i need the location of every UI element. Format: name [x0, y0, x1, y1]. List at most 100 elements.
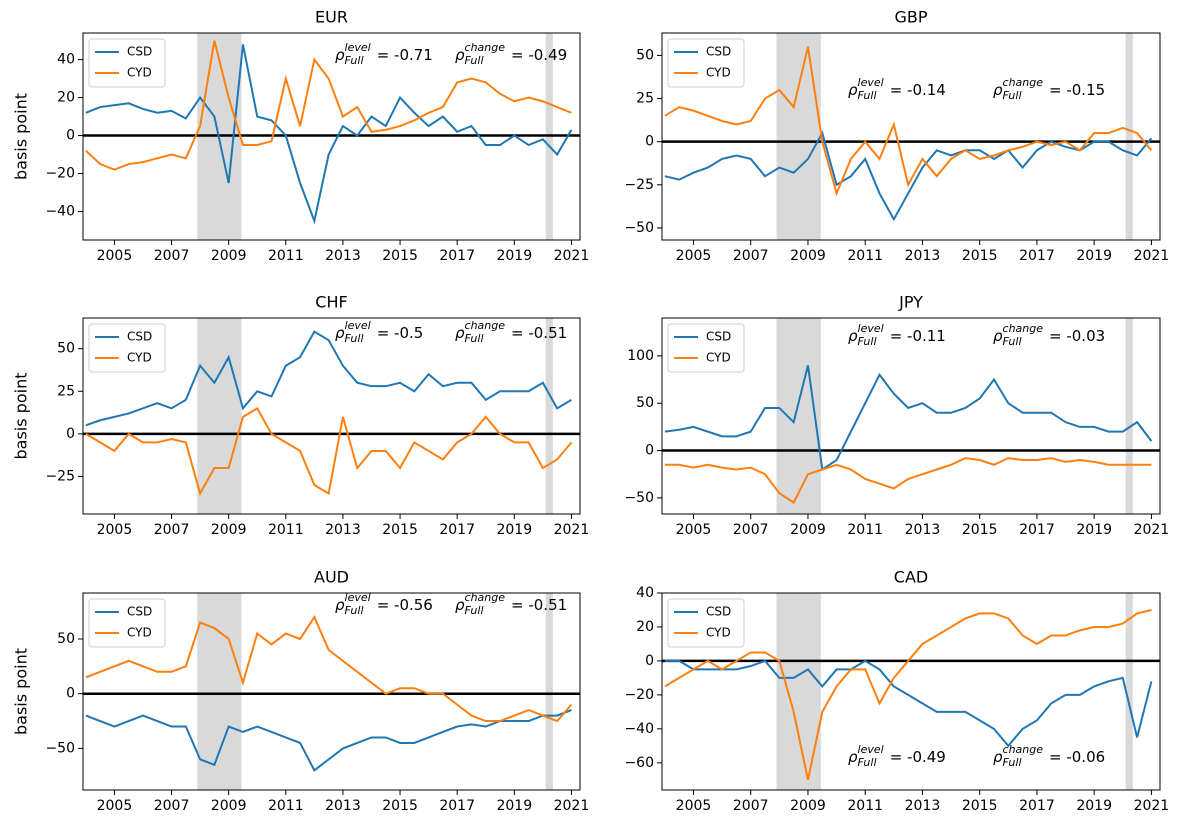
- x-tick-label: 2017: [1019, 248, 1055, 264]
- legend-label: CYD: [127, 626, 152, 640]
- axes-frame: [661, 32, 1161, 241]
- y-tick-label: 0: [645, 653, 654, 669]
- x-tick-label: 2013: [905, 522, 941, 538]
- y-tick-label: 0: [66, 426, 75, 442]
- shaded-period: [1125, 33, 1133, 240]
- subplot: 2005 2007 2009 2011 2013 2015 2017 2019 2021 −50 0…: [12, 568, 590, 815]
- subplot-title: AUD: [314, 568, 349, 587]
- value-text: = -0.51: [511, 596, 567, 614]
- y-tick-label: 50: [57, 631, 75, 647]
- correlation-annotation: ρFullchange = -0.51: [455, 319, 567, 345]
- legend-label: CSD: [706, 605, 731, 619]
- x-tick-label: 2005: [97, 522, 133, 538]
- correlation-annotation: ρFullchange = -0.03: [993, 322, 1105, 348]
- subplot-title: JPY: [898, 293, 923, 312]
- y-tick-label: 50: [636, 395, 654, 411]
- symbol: ρ: [993, 327, 1003, 345]
- superscript: level: [858, 743, 884, 756]
- subscript: Full: [858, 89, 877, 102]
- x-tick-label: 2005: [97, 248, 133, 264]
- y-tick-label: 100: [627, 348, 654, 364]
- value-text: = -0.56: [377, 596, 433, 614]
- x-tick-label: 2019: [496, 248, 532, 264]
- symbol: ρ: [335, 46, 345, 64]
- superscript: change: [465, 591, 506, 604]
- x-tick-label: 2007: [733, 798, 769, 814]
- x-tick-label: 2013: [325, 248, 361, 264]
- series-line: [85, 406, 573, 497]
- subscript: Full: [465, 332, 484, 345]
- correlation-annotation: ρFulllevel = -0.11: [848, 322, 946, 348]
- x-tick-label: 2013: [325, 522, 361, 538]
- y-tick-label: −40: [624, 721, 654, 737]
- x-tick-label: 2021: [554, 798, 590, 814]
- superscript: level: [345, 591, 371, 604]
- subscript: Full: [858, 335, 877, 348]
- y-tick-label: 0: [645, 443, 654, 459]
- value-text: = -0.11: [890, 327, 946, 345]
- superscript: change: [465, 319, 506, 332]
- x-tick-label: 2019: [1076, 522, 1112, 538]
- x-tick-label: 2009: [211, 522, 247, 538]
- x-tick-label: 2007: [733, 522, 769, 538]
- value-text: = -0.49: [890, 748, 946, 766]
- x-tick-label: 2011: [268, 798, 304, 814]
- y-tick-label: −40: [45, 204, 75, 220]
- y-axis-label: basis point: [12, 93, 31, 180]
- x-tick-label: 2005: [97, 798, 133, 814]
- symbol: ρ: [335, 324, 345, 342]
- value-text: = -0.15: [1049, 81, 1105, 99]
- subplot-title: GBP: [894, 8, 927, 27]
- legend-label: CYD: [706, 351, 731, 365]
- superscript: level: [345, 319, 371, 332]
- series-line: [664, 365, 1153, 472]
- x-tick-label: 2013: [325, 798, 361, 814]
- symbol: ρ: [993, 748, 1003, 766]
- subscript: Full: [345, 604, 364, 617]
- series-line: [85, 709, 572, 772]
- y-tick-label: 50: [57, 341, 75, 357]
- y-tick-label: −50: [624, 220, 654, 236]
- subplot-title: EUR: [315, 8, 348, 27]
- correlation-annotation: ρFulllevel = -0.5: [335, 319, 423, 345]
- series-line: [664, 457, 1152, 505]
- y-tick-label: −20: [45, 166, 75, 182]
- subplot: 2005 2007 2009 2011 2013 2015 2017 2019 2021 −50 −…: [624, 8, 1169, 265]
- x-tick-label: 2017: [1019, 798, 1055, 814]
- shaded-period: [1125, 318, 1133, 514]
- x-tick-label: 2009: [790, 248, 826, 264]
- shaded-period: [1125, 593, 1133, 790]
- y-tick-label: −20: [624, 687, 654, 703]
- superscript: level: [345, 41, 371, 54]
- x-tick-label: 2005: [676, 522, 712, 538]
- series-line: [85, 330, 572, 427]
- shaded-period: [776, 33, 821, 240]
- shaded-period: [197, 318, 242, 514]
- x-tick-label: 2015: [962, 248, 998, 264]
- y-tick-label: −50: [624, 490, 654, 506]
- x-tick-label: 2019: [496, 798, 532, 814]
- y-tick-label: 0: [645, 134, 654, 150]
- x-tick-label: 2007: [733, 248, 769, 264]
- y-tick-label: −60: [624, 755, 654, 771]
- y-tick-label: 20: [636, 619, 654, 635]
- x-tick-label: 2009: [790, 798, 826, 814]
- subscript: Full: [1003, 335, 1022, 348]
- x-tick-label: 2021: [1134, 248, 1170, 264]
- legend-label: CSD: [706, 45, 731, 59]
- shaded-period: [776, 318, 821, 514]
- subscript: Full: [1003, 756, 1022, 769]
- symbol: ρ: [848, 748, 858, 766]
- series-line: [664, 659, 1153, 748]
- x-tick-label: 2007: [154, 798, 190, 814]
- y-tick-label: −25: [624, 177, 654, 193]
- x-tick-label: 2009: [790, 522, 826, 538]
- subscript: Full: [465, 54, 484, 67]
- subplot: 2005 2007 2009 2011 2013 2015 2017 2019 2021 −60 −…: [624, 568, 1169, 815]
- superscript: change: [1003, 322, 1044, 335]
- symbol: ρ: [455, 324, 465, 342]
- legend-label: CSD: [127, 330, 152, 344]
- legend-label: CYD: [127, 66, 152, 80]
- axes-frame: [82, 592, 581, 791]
- shaded-period: [545, 593, 553, 790]
